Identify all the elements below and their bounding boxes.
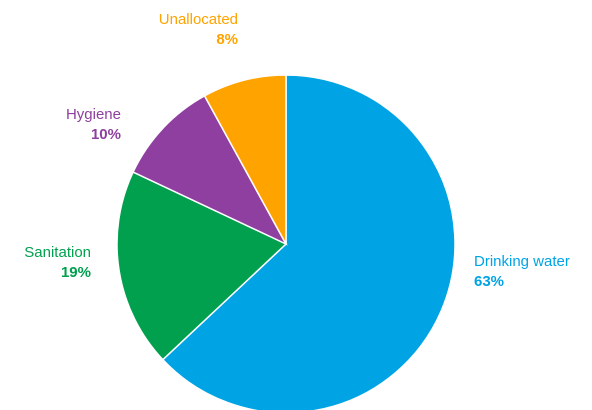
slice-value-sanitation: 19% [61, 264, 91, 281]
slice-value-hygiene: 10% [91, 126, 121, 143]
pie-slice-unallocated [203, 74, 287, 245]
slice-label-drinking-water: Drinking water [474, 253, 570, 270]
slice-value-drinking-water: 63% [474, 273, 504, 290]
slice-value-unallocated: 8% [216, 31, 238, 48]
pie-slices [116, 74, 456, 410]
pie-labels: Drinking water 63% Sanitation 19% Hygiene 10%… [24, 11, 570, 290]
slice-label-unallocated: Unallocated [159, 11, 238, 28]
pie-slice-sanitation [116, 171, 288, 361]
pie-slice-hygiene [132, 94, 288, 246]
pie-slice-drinking-water [161, 74, 456, 410]
slice-label-sanitation: Sanitation [24, 244, 91, 261]
slice-label-hygiene: Hygiene [66, 106, 121, 123]
